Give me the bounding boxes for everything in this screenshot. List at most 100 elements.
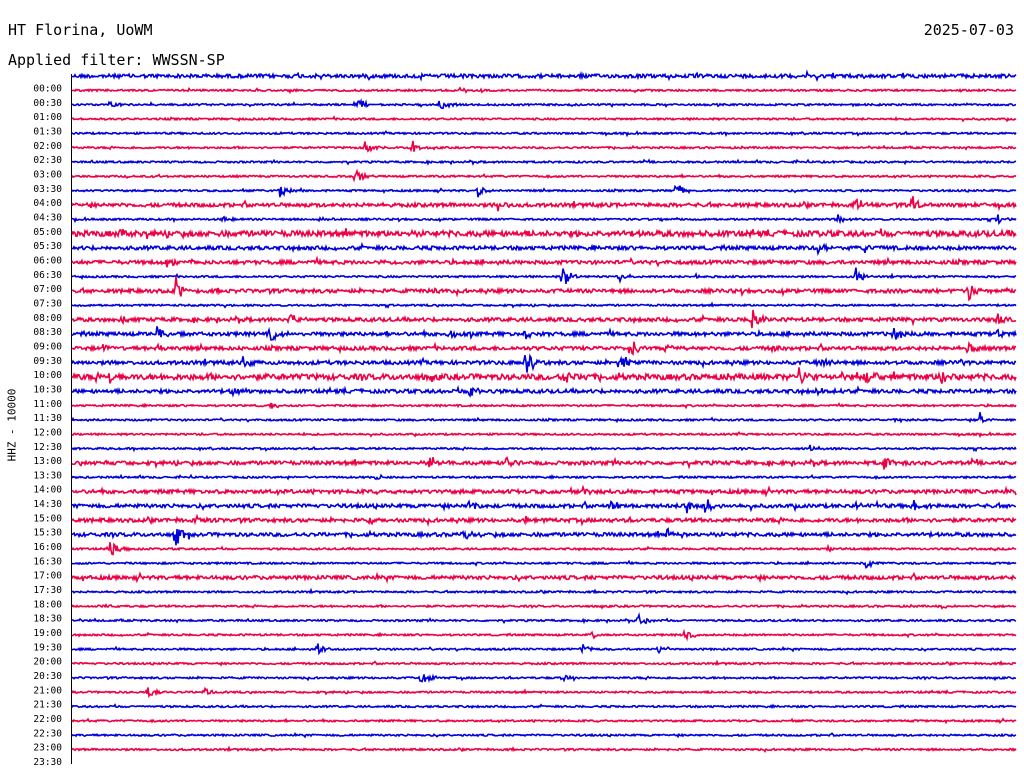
row-label-group: 00:00 00:30 01:00 01:30 02:00 02:30 03:00 03:30… <box>33 84 62 769</box>
seismogram-trace <box>71 499 1016 514</box>
seismogram-trace <box>71 527 1017 546</box>
seismogram-trace <box>71 255 1017 268</box>
row-time-label: 18:00 <box>33 599 62 610</box>
row-time-label: 08:30 <box>33 327 62 338</box>
seismogram-trace <box>71 214 1017 226</box>
seismogram-trace <box>71 643 1017 656</box>
seismogram-trace <box>71 340 1017 356</box>
seismogram-trace <box>71 227 1017 240</box>
row-time-label: 23:30 <box>33 757 62 768</box>
seismogram-trace <box>71 184 1017 198</box>
seismogram-trace <box>71 628 1017 642</box>
row-time-label: 02:30 <box>33 155 62 166</box>
row-time-label: 15:00 <box>33 513 62 524</box>
row-time-label: 13:30 <box>33 470 62 481</box>
row-time-label: 21:30 <box>33 700 62 711</box>
row-time-label: 03:00 <box>33 169 62 180</box>
row-time-label: 01:30 <box>33 126 62 137</box>
station-title: HT Florina, UoWM <box>8 21 153 39</box>
row-time-label: 07:30 <box>33 298 62 309</box>
row-time-label: 14:00 <box>33 485 62 496</box>
row-time-label: 04:00 <box>33 198 62 209</box>
row-time-label: 16:00 <box>33 542 62 553</box>
seismogram-trace <box>71 276 1017 302</box>
row-time-label: 23:00 <box>33 743 62 754</box>
row-time-label: 21:00 <box>33 685 62 696</box>
seismogram-trace <box>71 542 1017 556</box>
row-time-label: 04:30 <box>33 212 62 223</box>
row-time-label: 09:30 <box>33 356 62 367</box>
seismogram-trace <box>71 717 1017 725</box>
row-time-label: 20:00 <box>33 657 62 668</box>
seismogram-trace <box>71 140 1017 153</box>
row-time-label: 10:00 <box>33 370 62 381</box>
row-time-label: 17:00 <box>33 571 62 582</box>
seismogram-trace <box>71 69 1017 83</box>
row-time-label: 05:30 <box>33 241 62 252</box>
row-time-label: 14:30 <box>33 499 62 510</box>
row-time-label: 10:30 <box>33 384 62 395</box>
seismogram-trace <box>71 168 1017 183</box>
seismogram-trace <box>71 301 1017 309</box>
row-time-label: 11:30 <box>33 413 62 424</box>
seismogram-trace <box>72 98 1017 110</box>
row-time-label: 03:30 <box>33 184 62 195</box>
row-time-label: 05:00 <box>33 227 62 238</box>
seismogram-trace <box>72 385 1017 398</box>
row-time-label: 00:30 <box>33 98 62 109</box>
seismogram-trace <box>71 412 1017 424</box>
row-time-label: 18:30 <box>33 614 62 625</box>
seismogram-trace <box>71 367 1017 385</box>
row-time-label: 08:00 <box>33 313 62 324</box>
trace-group <box>71 69 1017 754</box>
seismogram-trace <box>71 86 1017 95</box>
seismogram-trace <box>71 196 1017 212</box>
seismogram-trace <box>72 612 1017 625</box>
row-time-label: 13:00 <box>33 456 62 467</box>
seismogram-trace <box>71 484 1017 498</box>
seismogram-trace <box>71 456 1017 470</box>
row-time-label: 17:30 <box>33 585 62 596</box>
seismogram-trace <box>71 513 1017 527</box>
row-time-label: 16:30 <box>33 556 62 567</box>
seismogram-trace <box>71 130 1017 138</box>
seismogram-trace <box>71 587 1017 596</box>
seismogram-trace <box>71 309 1016 329</box>
seismogram-trace <box>71 686 1017 699</box>
row-time-label: 12:00 <box>33 427 62 438</box>
row-time-label: 22:30 <box>33 728 62 739</box>
row-time-label: 22:00 <box>33 714 62 725</box>
date-label: 2025-07-03 <box>923 21 1014 39</box>
seismogram-trace <box>71 745 1017 754</box>
row-time-label: 02:00 <box>33 141 62 152</box>
seismogram-trace <box>71 444 1017 453</box>
row-time-label: 09:00 <box>33 341 62 352</box>
row-time-label: 15:30 <box>33 528 62 539</box>
seismogram-trace <box>71 732 1017 739</box>
seismogram-trace <box>71 571 1017 584</box>
row-time-label: 06:00 <box>33 255 62 266</box>
seismogram-trace <box>71 241 1017 257</box>
seismogram-trace <box>72 659 1017 667</box>
seismogram-trace <box>71 473 1017 481</box>
seismogram-trace <box>71 603 1017 610</box>
seismogram-trace <box>71 703 1017 710</box>
seismogram-trace <box>71 158 1017 166</box>
row-time-label: 00:00 <box>33 84 62 95</box>
row-time-label: 20:30 <box>33 671 62 682</box>
row-time-label: 06:30 <box>33 270 62 281</box>
seismogram-trace <box>71 326 1017 342</box>
row-time-label: 19:30 <box>33 642 62 653</box>
seismogram-trace <box>71 430 1017 439</box>
seismogram-trace <box>71 353 1017 373</box>
seismogram-trace <box>71 673 1017 683</box>
row-time-label: 12:30 <box>33 442 62 453</box>
row-time-label: 11:00 <box>33 399 62 410</box>
seismogram-trace <box>71 115 1017 123</box>
seismogram-trace <box>71 559 1017 569</box>
filter-label: Applied filter: WWSSN-SP <box>8 51 225 69</box>
row-time-label: 19:00 <box>33 628 62 639</box>
seismogram-trace <box>71 402 1017 410</box>
seismogram-trace <box>71 267 1017 285</box>
